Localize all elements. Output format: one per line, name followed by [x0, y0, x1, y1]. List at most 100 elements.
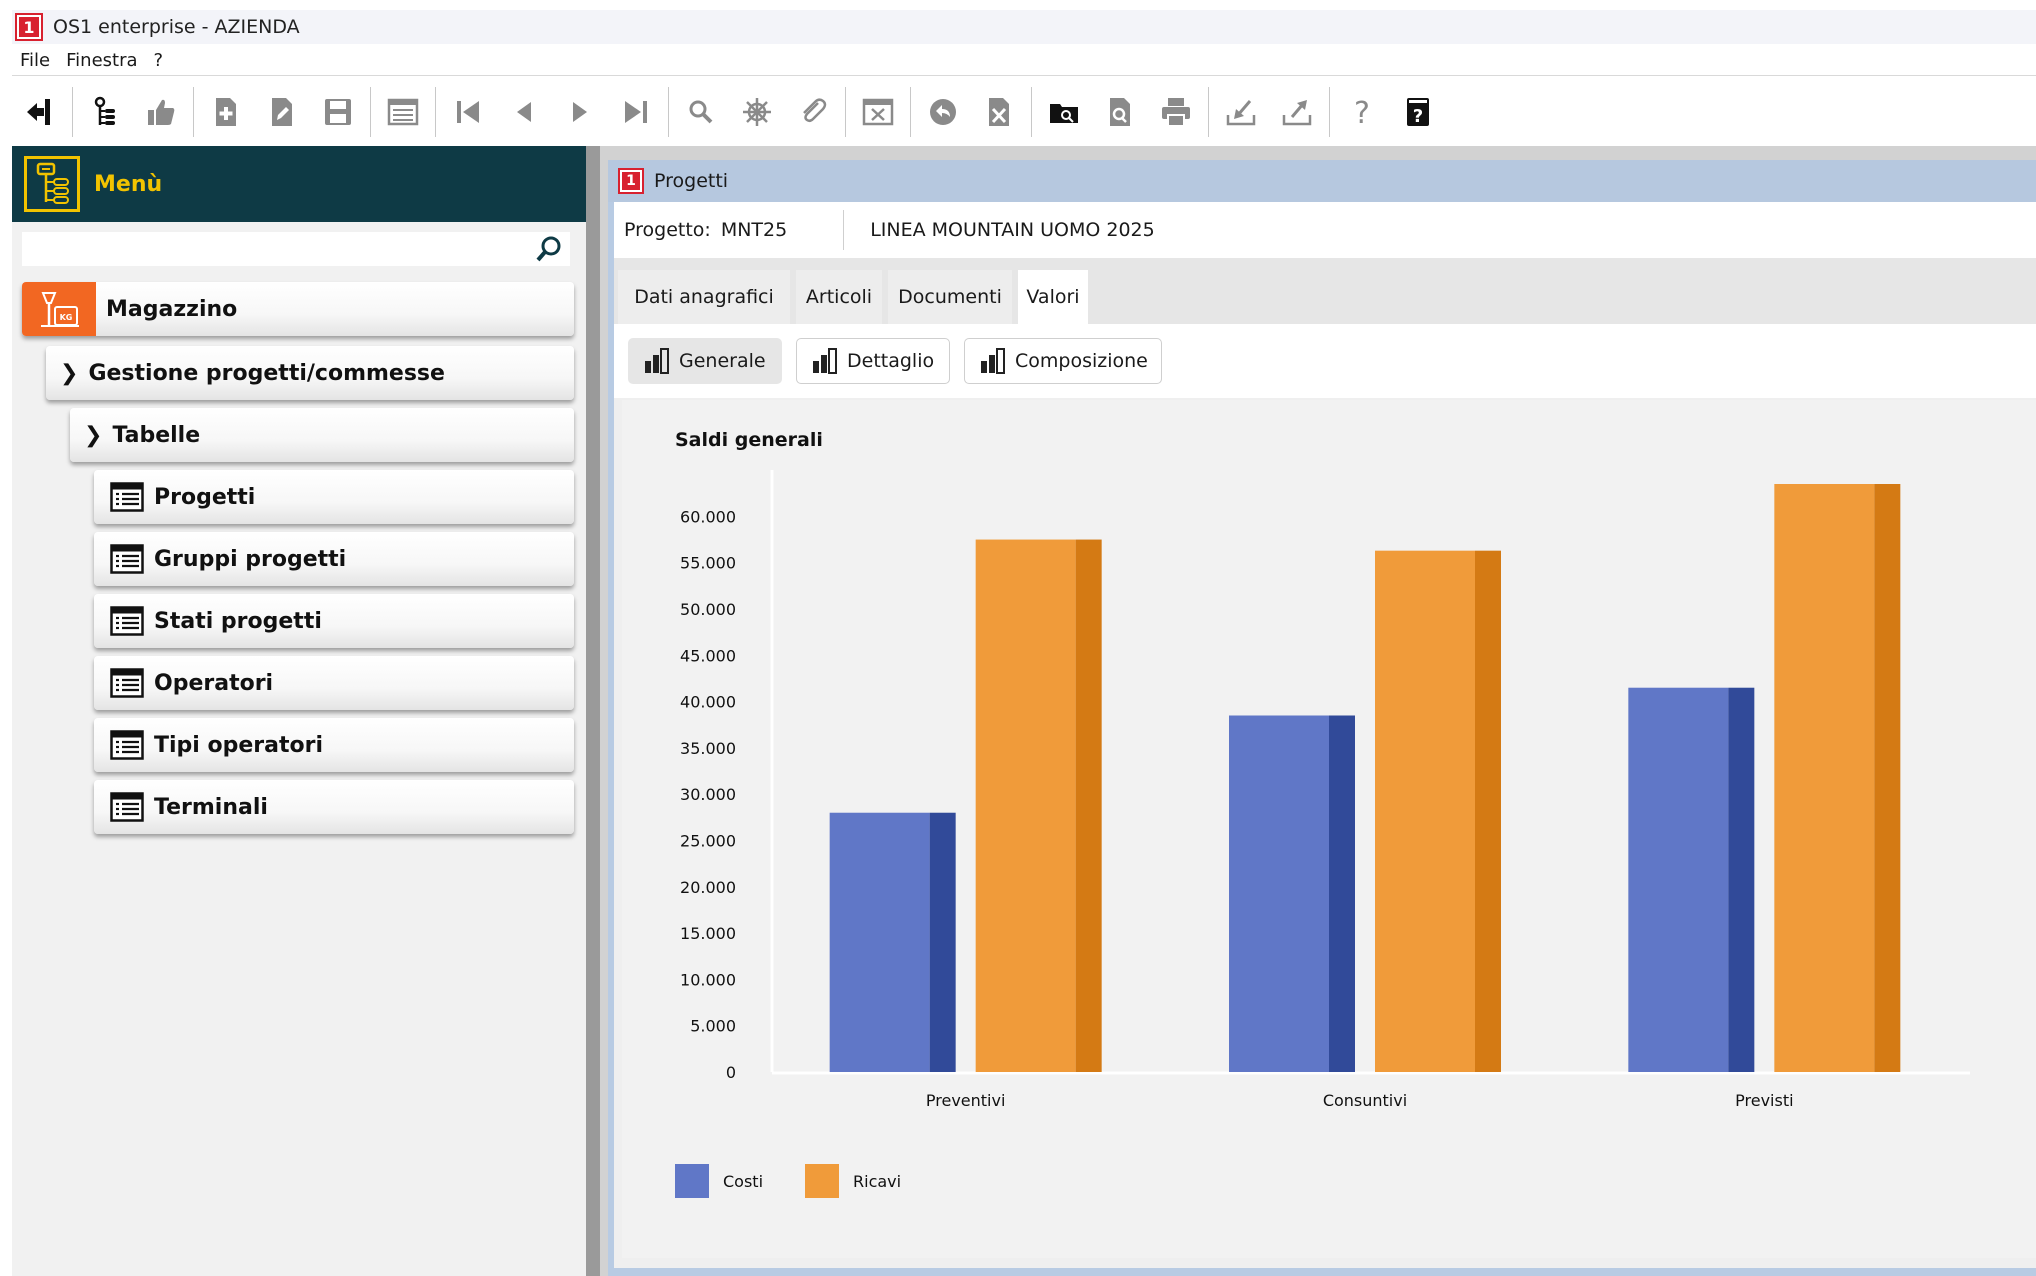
chevron-right-icon: ❯ — [60, 360, 79, 386]
sidebar-item-label: Gestione progetti/commesse — [88, 360, 445, 386]
bar-shade-ricavi-preventivi — [1075, 539, 1102, 1072]
search-icon[interactable] — [534, 234, 564, 264]
progetti-window-title: Progetti — [654, 170, 729, 192]
legend-swatch-costi — [675, 1164, 709, 1198]
tab-valori[interactable]: Valori — [1018, 270, 1088, 324]
menu-panel: Menù KG Magazzino ❯ Gestione progetti/co… — [12, 146, 586, 1276]
sidebar-item-magazzino[interactable]: KG Magazzino — [22, 282, 574, 336]
toolbar-separator — [1031, 87, 1032, 137]
next-record-icon[interactable] — [552, 84, 608, 140]
y-tick-label: 20.000 — [680, 878, 736, 897]
chart-area: Saldi generali 0 5.000 10.000 15.000 20.000 25… — [622, 400, 2036, 1258]
sidebar-item-operatori[interactable]: Operatori — [94, 656, 574, 710]
sidebar-item-tabelle[interactable]: ❯ Tabelle — [70, 408, 574, 462]
help-icon[interactable]: ? — [1334, 84, 1390, 140]
app-logo-icon: 1 — [618, 168, 644, 194]
bar-chart-icon — [645, 348, 669, 374]
list-icon[interactable] — [375, 84, 431, 140]
cancel-screen-icon[interactable] — [850, 84, 906, 140]
y-tick-label: 35.000 — [680, 739, 736, 758]
menu-bar: File Finestra ? — [12, 46, 2036, 76]
toolbar-separator — [845, 87, 846, 137]
undo-icon[interactable] — [915, 84, 971, 140]
subtab-composizione[interactable]: Composizione — [964, 338, 1162, 384]
sidebar-item-terminali[interactable]: Terminali — [94, 780, 574, 834]
export-icon[interactable] — [1269, 84, 1325, 140]
menu-tree-icon — [24, 156, 80, 212]
panel-splitter[interactable] — [586, 146, 600, 1276]
y-tick-label: 55.000 — [680, 554, 736, 573]
menu-header-label: Menù — [94, 171, 163, 197]
toolbar-separator — [72, 87, 73, 137]
toolbar-separator — [910, 87, 911, 137]
sidebar-item-label: Operatori — [154, 670, 274, 696]
svg-text:KG: KG — [60, 313, 73, 322]
search-icon[interactable] — [673, 84, 729, 140]
sidebar-item-label: Tipi operatori — [154, 732, 323, 758]
delete-icon[interactable] — [971, 84, 1027, 140]
project-description: LINEA MOUNTAIN UOMO 2025 — [870, 219, 1155, 241]
y-tick-label: 40.000 — [680, 693, 736, 712]
print-icon[interactable] — [1148, 84, 1204, 140]
menu-file[interactable]: File — [20, 50, 51, 71]
save-icon[interactable] — [310, 84, 366, 140]
bar-chart-icon — [813, 348, 837, 374]
toolbar-separator — [370, 87, 371, 137]
menu-header: Menù — [12, 146, 586, 222]
manual-icon[interactable]: ? — [1390, 84, 1446, 140]
toolbar: ? ? — [12, 80, 2036, 144]
new-document-icon[interactable] — [198, 84, 254, 140]
edit-document-icon[interactable] — [254, 84, 310, 140]
toolbar-separator — [668, 87, 669, 137]
toolbar-separator — [435, 87, 436, 137]
list-window-icon — [110, 606, 144, 636]
menu-finestra[interactable]: Finestra — [66, 50, 138, 71]
chart-subtabs: Generale Dettaglio Composizione — [614, 324, 2036, 398]
helm-icon[interactable] — [729, 84, 785, 140]
bar-shade-costi-preventivi — [929, 812, 956, 1072]
previous-record-icon[interactable] — [496, 84, 552, 140]
progetti-window-titlebar: 1 Progetti — [608, 160, 2036, 202]
subtab-dettaglio[interactable]: Dettaglio — [796, 338, 950, 384]
import-icon[interactable] — [1213, 84, 1269, 140]
menu-help[interactable]: ? — [153, 50, 164, 71]
sidebar-item-gestione-progetti[interactable]: ❯ Gestione progetti/commesse — [46, 346, 574, 400]
exit-icon[interactable] — [12, 84, 68, 140]
form-tabs: Dati anagrafici Articoli Documenti Valor… — [614, 258, 2036, 324]
sidebar-item-progetti[interactable]: Progetti — [94, 470, 574, 524]
bar-shade-costi-consuntivi — [1329, 715, 1355, 1072]
y-tick-label: 25.000 — [680, 832, 736, 851]
menu-search-input[interactable] — [22, 232, 570, 266]
y-tick-label: 5.000 — [690, 1017, 736, 1036]
subtab-label: Dettaglio — [847, 350, 935, 372]
project-header: Progetto: MNT25 LINEA MOUNTAIN UOMO 2025 — [614, 202, 2036, 258]
sidebar-item-stati-progetti[interactable]: Stati progetti — [94, 594, 574, 648]
list-window-icon — [110, 730, 144, 760]
workspace: 1 Progetti Progetto: MNT25 LINEA MOUNTAI… — [600, 146, 2036, 1276]
chevron-right-icon: ❯ — [84, 422, 103, 448]
svg-text:?: ? — [1413, 106, 1423, 127]
first-record-icon[interactable] — [440, 84, 496, 140]
progetti-window: 1 Progetti Progetto: MNT25 LINEA MOUNTAI… — [608, 160, 2036, 1276]
tab-dati-anagrafici[interactable]: Dati anagrafici — [618, 270, 790, 324]
last-record-icon[interactable] — [608, 84, 664, 140]
tree-icon[interactable] — [77, 84, 133, 140]
subtab-generale[interactable]: Generale — [628, 338, 782, 384]
tab-documenti[interactable]: Documenti — [888, 270, 1012, 324]
bar-chart-icon — [981, 348, 1005, 374]
open-folder-icon[interactable] — [1036, 84, 1092, 140]
preview-icon[interactable] — [1092, 84, 1148, 140]
bar-ricavi-preventivi — [975, 539, 1076, 1072]
toolbar-separator — [193, 87, 194, 137]
bar-shade-ricavi-previsti — [1874, 484, 1901, 1072]
y-tick-label: 45.000 — [680, 646, 736, 665]
bar-ricavi-consuntivi — [1375, 550, 1475, 1072]
attachment-icon[interactable] — [785, 84, 841, 140]
tab-articoli[interactable]: Articoli — [796, 270, 882, 324]
thumbs-up-icon[interactable] — [133, 84, 189, 140]
sidebar-item-gruppi-progetti[interactable]: Gruppi progetti — [94, 532, 574, 586]
sidebar-item-tipi-operatori[interactable]: Tipi operatori — [94, 718, 574, 772]
subtab-label: Composizione — [1015, 350, 1148, 372]
bar-chart: Saldi generali 0 5.000 10.000 15.000 20.000 25… — [675, 429, 1970, 1198]
